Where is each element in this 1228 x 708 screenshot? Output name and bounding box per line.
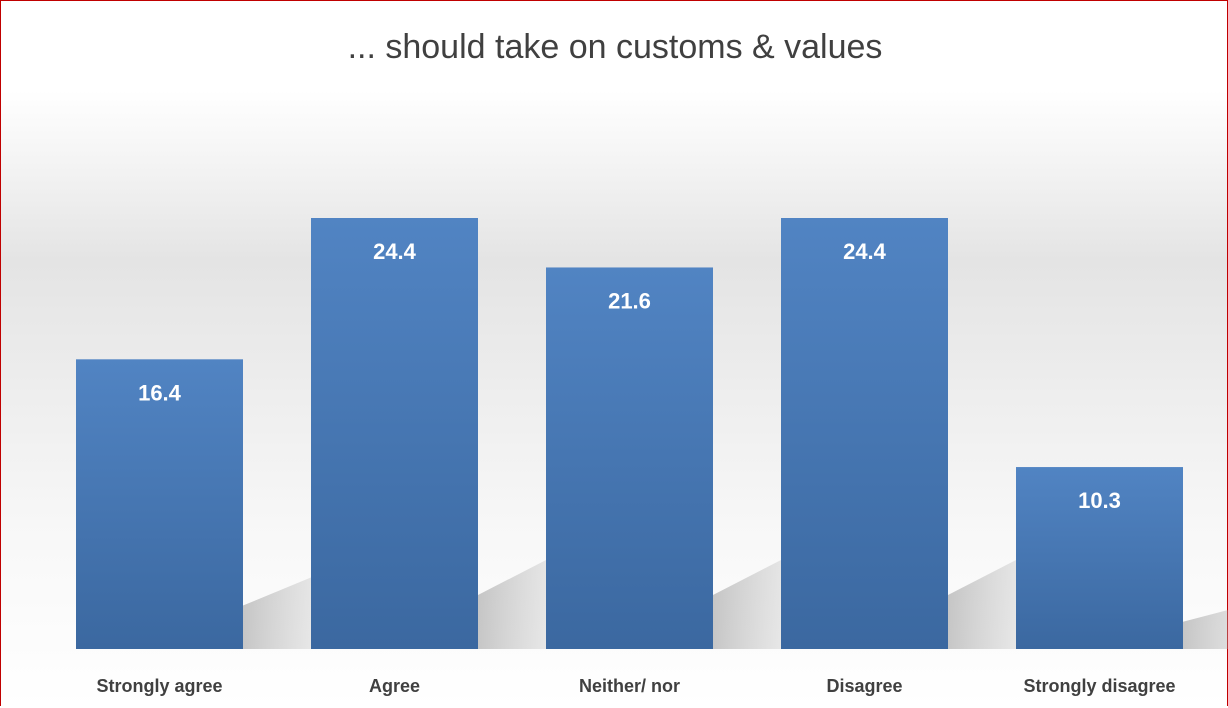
data-label: 16.4 [138, 380, 182, 405]
bar-agree [311, 218, 478, 649]
bar-strongly-agree [76, 359, 243, 649]
category-label: Agree [369, 676, 420, 696]
chart-title: ... should take on customs & values [347, 28, 883, 66]
data-label: 24.4 [843, 239, 887, 264]
bar-disagree [781, 218, 948, 649]
bar-neither-nor [546, 267, 713, 649]
category-label: Strongly agree [96, 676, 222, 696]
category-label: Disagree [826, 676, 902, 696]
category-label: Neither/ nor [579, 676, 680, 696]
data-label: 10.3 [1078, 488, 1121, 513]
bar-shadow [1183, 610, 1228, 649]
category-label: Strongly disagree [1023, 676, 1175, 696]
data-label: 24.4 [373, 239, 417, 264]
data-label: 21.6 [608, 288, 651, 313]
bar-strongly-disagree [1016, 467, 1183, 649]
